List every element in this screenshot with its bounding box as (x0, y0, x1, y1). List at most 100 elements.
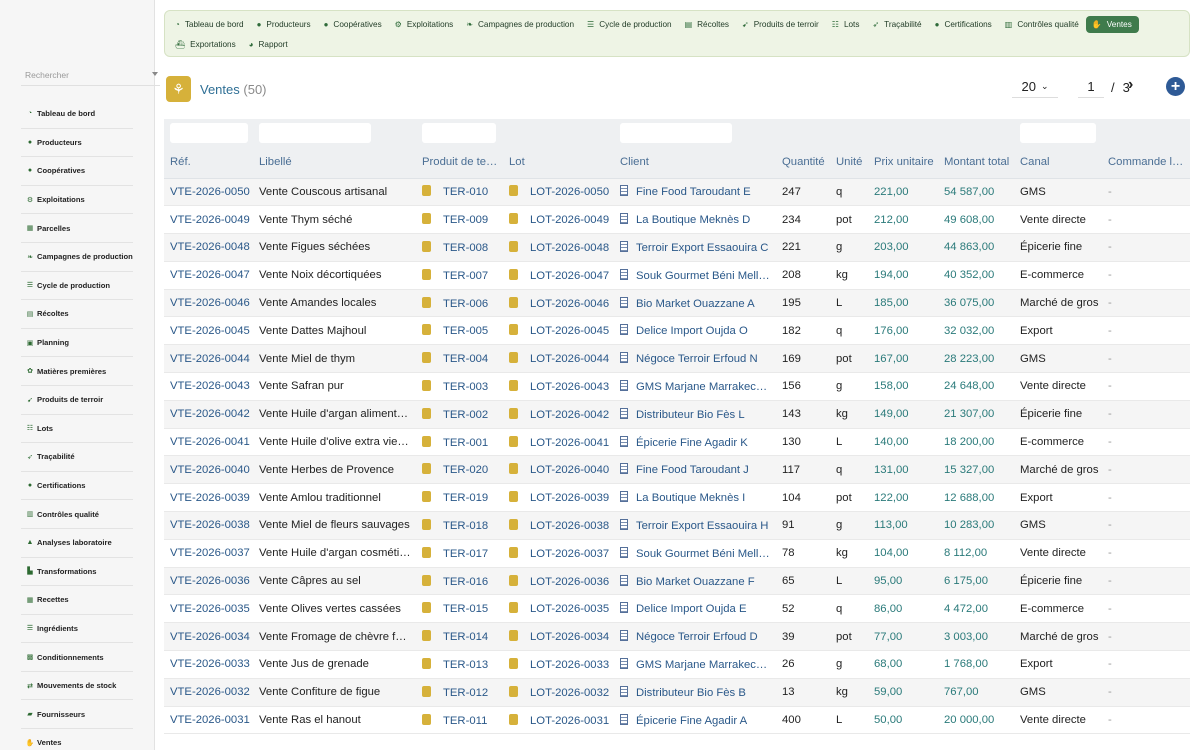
cell-ref[interactable]: VTE-2026-0050 (164, 178, 253, 207)
cell-lot[interactable]: LOT-2026-0040 (503, 455, 614, 485)
sidebar-item-barcode[interactable]: ☷ Lots (21, 415, 133, 444)
sidebar-item-basket[interactable]: ▤ Récoltes (21, 300, 133, 329)
cell-client[interactable]: GMS Marjane Marrakec… (614, 372, 776, 401)
cell-product[interactable]: TER-011 (416, 706, 503, 735)
next-page-button[interactable]: › (1128, 76, 1133, 94)
column-header-order[interactable]: Commande l… (1102, 147, 1190, 179)
cell-product[interactable]: TER-010 (416, 178, 503, 207)
table-row[interactable]: VTE-2026-0033 Vente Jus de grenade TER-013… (164, 650, 1190, 679)
sidebar-item-recipe[interactable]: ▦ Recettes (21, 586, 133, 615)
module-tab-tractor[interactable]: ⚙ Exploitations (389, 16, 461, 33)
cell-client[interactable]: Fine Food Taroudant E (614, 178, 776, 207)
cell-product[interactable]: TER-004 (416, 344, 503, 374)
cell-client[interactable]: Bio Market Ouazzane A (614, 289, 776, 318)
cell-product[interactable]: TER-019 (416, 483, 503, 513)
filter-ref-input[interactable] (170, 123, 248, 143)
cell-client[interactable]: Distributeur Bio Fès B (614, 678, 776, 707)
filter-client-input[interactable] (620, 123, 732, 143)
cell-client[interactable]: La Boutique Meknès D (614, 205, 776, 235)
cell-lot[interactable]: LOT-2026-0046 (503, 289, 614, 318)
table-row[interactable]: VTE-2026-0031 Vente Ras el hanout TER-011 L… (164, 706, 1190, 735)
sidebar-item-ingredients[interactable]: ☰ Ingrédients (21, 615, 133, 644)
cell-product[interactable]: TER-012 (416, 678, 503, 707)
sidebar-item-tractor[interactable]: ⚙ Exploitations (21, 186, 133, 215)
table-row[interactable]: VTE-2026-0042 Vente Huile d'argan aliment… (164, 400, 1190, 429)
cell-ref[interactable]: VTE-2026-0039 (164, 483, 253, 513)
sidebar-item-industry[interactable]: ▙ Transformations (21, 558, 133, 587)
cell-lot[interactable]: LOT-2026-0045 (503, 316, 614, 346)
cell-product[interactable]: TER-016 (416, 567, 503, 596)
cell-client[interactable]: Épicerie Fine Agadir K (614, 428, 776, 457)
sidebar-item-list[interactable]: ☰ Cycle de production (21, 272, 133, 301)
cell-product[interactable]: TER-002 (416, 400, 503, 429)
column-header-quantity[interactable]: Quantité (776, 147, 830, 179)
cell-ref[interactable]: VTE-2026-0048 (164, 233, 253, 262)
module-tab-barcode[interactable]: ☷ Lots (826, 16, 867, 33)
cell-lot[interactable]: LOT-2026-0037 (503, 539, 614, 568)
module-tab-carrot[interactable]: ➹ Produits de terroir (736, 16, 826, 33)
cell-lot[interactable]: LOT-2026-0049 (503, 205, 614, 235)
cell-lot[interactable]: LOT-2026-0033 (503, 650, 614, 679)
cell-client[interactable]: Fine Food Taroudant J (614, 455, 776, 485)
table-row[interactable]: VTE-2026-0035 Vente Olives vertes cassées… (164, 594, 1190, 624)
sidebar-item-leaf[interactable]: ❧ Campagnes de production (21, 243, 133, 272)
filter-product-input[interactable] (422, 123, 496, 143)
add-record-button[interactable]: + (1166, 77, 1185, 96)
cell-ref[interactable]: VTE-2026-0045 (164, 316, 253, 346)
column-header-label[interactable]: Libellé (253, 147, 416, 179)
cell-client[interactable]: Souk Gourmet Béni Mell… (614, 539, 776, 568)
cell-client[interactable]: Souk Gourmet Béni Mell… (614, 261, 776, 290)
sidebar-item-box[interactable]: ▩ Conditionnements (21, 643, 133, 672)
cell-ref[interactable]: VTE-2026-0035 (164, 594, 253, 624)
module-tab-list[interactable]: ☰ Cycle de production (581, 16, 679, 33)
sidebar-item-calendar[interactable]: ▣ Planning (21, 329, 133, 358)
cell-product[interactable]: TER-005 (416, 316, 503, 346)
cell-lot[interactable]: LOT-2026-0038 (503, 511, 614, 540)
sidebar-item-flask[interactable]: ▲ Analyses laboratoire (21, 529, 133, 558)
cell-ref[interactable]: VTE-2026-0046 (164, 289, 253, 318)
sidebar-item-seedling[interactable]: ✿ Matières premières (21, 357, 133, 386)
table-row[interactable]: VTE-2026-0049 Vente Thym séché TER-009 LOT-… (164, 205, 1190, 235)
sidebar-item-users[interactable]: ● Coopératives (21, 157, 133, 186)
cell-ref[interactable]: VTE-2026-0038 (164, 511, 253, 540)
column-header-unit[interactable]: Unité (830, 147, 868, 179)
filter-channel-input[interactable] (1020, 123, 1096, 143)
cell-lot[interactable]: LOT-2026-0043 (503, 372, 614, 401)
module-tab-route[interactable]: ➶ Traçabilité (866, 16, 928, 33)
sidebar-item-clipboard-check[interactable]: ▥ Contrôles qualité (21, 500, 133, 529)
cell-product[interactable]: TER-006 (416, 289, 503, 318)
module-tab-user[interactable]: ● Producteurs (251, 16, 318, 33)
cell-client[interactable]: Négoce Terroir Erfoud N (614, 344, 776, 374)
table-row[interactable]: VTE-2026-0038 Vente Miel de fleurs sauvag… (164, 511, 1190, 540)
cell-client[interactable]: Delice Import Oujda E (614, 594, 776, 624)
sidebar-item-dashboard[interactable]: ◔ Tableau de bord (21, 100, 133, 129)
module-tab-ship[interactable]: ⛴ Exportations (169, 36, 243, 53)
table-row[interactable]: VTE-2026-0034 Vente Fromage de chèvre f… T… (164, 622, 1190, 652)
sidebar-item-carrot[interactable]: ➹ Produits de terroir (21, 386, 133, 415)
cell-lot[interactable]: LOT-2026-0041 (503, 428, 614, 457)
column-header-total-amount[interactable]: Montant total (938, 147, 1014, 179)
cell-product[interactable]: TER-018 (416, 511, 503, 540)
table-row[interactable]: VTE-2026-0043 Vente Safran pur TER-003 LOT-… (164, 372, 1190, 401)
cell-lot[interactable]: LOT-2026-0039 (503, 483, 614, 513)
cell-lot[interactable]: LOT-2026-0048 (503, 233, 614, 262)
cell-product[interactable]: TER-015 (416, 594, 503, 624)
module-tab-users[interactable]: ● Coopératives (318, 16, 389, 33)
table-row[interactable]: VTE-2026-0045 Vente Dattes Majhoul TER-005… (164, 316, 1190, 346)
cell-client[interactable]: GMS Marjane Marrakec… (614, 650, 776, 679)
table-row[interactable]: VTE-2026-0046 Vente Amandes locales TER-00… (164, 289, 1190, 318)
column-header-lot[interactable]: Lot (503, 147, 614, 179)
table-row[interactable]: VTE-2026-0032 Vente Confiture de figue TER… (164, 678, 1190, 707)
table-row[interactable]: VTE-2026-0039 Vente Amlou traditionnel TER… (164, 483, 1190, 513)
table-row[interactable]: VTE-2026-0047 Vente Noix décortiquées TER-… (164, 261, 1190, 290)
cell-client[interactable]: Négoce Terroir Erfoud D (614, 622, 776, 652)
cell-ref[interactable]: VTE-2026-0032 (164, 678, 253, 707)
cell-lot[interactable]: LOT-2026-0035 (503, 594, 614, 624)
cell-ref[interactable]: VTE-2026-0047 (164, 261, 253, 290)
cell-product[interactable]: TER-013 (416, 650, 503, 679)
table-row[interactable]: VTE-2026-0041 Vente Huile d'olive extra v… (164, 428, 1190, 457)
cell-ref[interactable]: VTE-2026-0033 (164, 650, 253, 679)
cell-lot[interactable]: LOT-2026-0047 (503, 261, 614, 290)
table-row[interactable]: VTE-2026-0036 Vente Câpres au sel TER-016 L… (164, 567, 1190, 596)
cell-product[interactable]: TER-008 (416, 233, 503, 262)
